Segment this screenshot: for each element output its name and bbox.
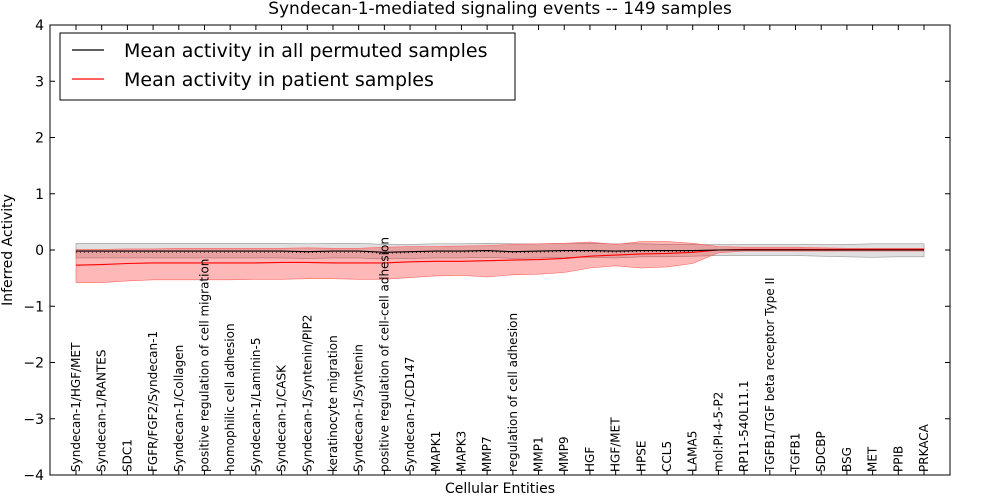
y-tick-label: 1 (35, 187, 44, 203)
y-axis-ticks: −4 −3 −2 −1 0 1 2 3 4 (23, 18, 950, 484)
x-tick-label: Syndecan-1/Syntenin/PIP2 (300, 314, 314, 472)
y-tick-label: 2 (35, 131, 44, 147)
x-tick-label: FGFR/FGF2/Syndecan-1 (146, 331, 160, 472)
y-tick-label: 4 (35, 18, 44, 34)
x-tick-label: RP11-540L11.1 (737, 381, 751, 472)
x-tick-label: HGF (583, 447, 597, 472)
x-tick-label: HGF/MET (609, 417, 623, 472)
band-patient (75, 241, 925, 283)
x-tick-label: MMP1 (532, 436, 546, 472)
x-tick-label: PRKACA (917, 423, 931, 472)
permuted-dotted-guide (76, 251, 693, 254)
x-tick-label: Syndecan-1/CD147 (403, 357, 417, 472)
x-tick-label: PPIB (891, 446, 905, 472)
chart-title: Syndecan-1-mediated signaling events -- … (268, 0, 732, 19)
plot-frame (49, 24, 951, 476)
x-tick-label: Syndecan-1/Collagen (172, 345, 186, 472)
x-tick-label: homophilic cell adhesion (223, 323, 237, 472)
x-tick-label: positive regulation of cell-cell adhesio… (377, 237, 391, 472)
x-tick-label: TGFB1 (789, 433, 803, 473)
legend-box (59, 32, 516, 101)
x-tick-label: MMP9 (557, 436, 571, 472)
y-tick-label: −3 (23, 412, 44, 428)
y-tick-label: 3 (35, 74, 44, 90)
x-tick-label: MAPK3 (455, 431, 469, 472)
x-tick-label: positive regulation of cell migration (198, 259, 212, 472)
x-tick-label: keratinocyte migration (326, 335, 340, 472)
x-tick-label: BSG (840, 447, 854, 472)
x-tick-label: Syndecan-1/Syntenin (352, 344, 366, 472)
x-tick-label: SDC1 (120, 439, 134, 472)
y-tick-label: −1 (23, 299, 44, 315)
x-tick-label: regulation of cell adhesion (506, 313, 520, 472)
x-tick-label: SDCBP (814, 431, 828, 472)
x-tick-label: Syndecan-1/Laminin-5 (249, 338, 263, 472)
line-permuted (76, 249, 924, 253)
y-tick-label: 0 (35, 243, 44, 259)
legend-label-patient: Mean activity in patient samples (124, 69, 434, 91)
y-tick-label: −4 (23, 468, 44, 484)
series-lines (75, 248, 924, 266)
x-tick-label: Syndecan-1/HGF/MET (69, 342, 83, 472)
x-tick-label: MAPK1 (429, 431, 443, 472)
x-tick-label: TGFB1/TGF beta receptor Type II (763, 277, 777, 473)
x-tick-label: MMP7 (480, 436, 494, 472)
line-patient (75, 248, 924, 266)
x-tick-label: MET (866, 446, 880, 472)
x-tick-label: LAMA5 (686, 431, 700, 472)
y-tick-label: −2 (23, 356, 44, 372)
x-tick-label: CCL5 (660, 441, 674, 472)
x-tick-label: mol:PI-4-5-P2 (711, 392, 725, 472)
legend: Mean activity in all permuted samples Me… (59, 32, 516, 101)
x-axis-label: Cellular Entities (445, 481, 555, 497)
legend-label-permuted: Mean activity in all permuted samples (124, 40, 487, 62)
x-tick-label: HPSE (634, 441, 648, 472)
x-tick-label: Syndecan-1/CASK (275, 364, 289, 472)
x-tick-label: Syndecan-1/RANTES (95, 350, 109, 472)
x-axis-ticks: Syndecan-1/HGF/MET Syndecan-1/RANTES SDC1 F… (69, 25, 931, 475)
y-axis-label: Inferred Activity (0, 194, 16, 306)
